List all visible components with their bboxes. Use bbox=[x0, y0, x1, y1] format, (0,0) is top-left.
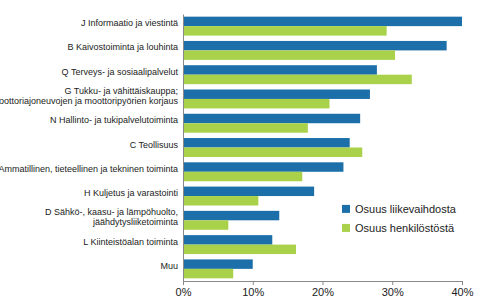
y-tick-label: C Teollisuus bbox=[130, 140, 179, 150]
x-tick-label: 40% bbox=[451, 286, 473, 298]
y-tick-label: J Informaatio ja viestintä bbox=[81, 18, 178, 28]
y-tick-label: N Hallinto- ja tukipalvelutoiminta bbox=[50, 115, 178, 125]
y-tick-label: D Sähkö-, kaasu- ja lämpöhuolto,jäähdyty… bbox=[45, 207, 178, 227]
bar bbox=[183, 259, 253, 268]
plot: 0% 10% 20% 30% 40% J Informaatio ja viestintä… bbox=[0, 15, 474, 298]
x-tick-label: 30% bbox=[382, 286, 404, 298]
bar bbox=[183, 50, 395, 59]
bar bbox=[183, 99, 329, 108]
y-tick: D Sähkö-, kaasu- ja lämpöhuolto,jäähdyty… bbox=[45, 207, 183, 227]
y-tick: M Ammatillinen, tieteellinen ja tekninen… bbox=[0, 164, 183, 174]
bar bbox=[183, 41, 447, 50]
y-axis-line bbox=[183, 15, 184, 282]
legend-label: Osuus henkilöstöstä bbox=[355, 222, 455, 234]
x-tick-mark bbox=[183, 281, 184, 285]
x-tick-mark bbox=[462, 281, 463, 285]
x-tick-label: 10% bbox=[242, 286, 264, 298]
y-tick: H Kuljetus ja varastointi bbox=[84, 188, 183, 198]
legend-swatch bbox=[342, 205, 350, 213]
bar bbox=[183, 26, 387, 35]
x-tick-mark bbox=[253, 281, 254, 285]
x-tick-mark bbox=[392, 281, 393, 285]
y-tick-label: B Kaivostoiminta ja louhinta bbox=[67, 42, 178, 52]
x-tick-label: 0% bbox=[176, 286, 192, 298]
y-tick-label: L Kiinteistöalan toiminta bbox=[83, 237, 178, 247]
bar bbox=[183, 123, 308, 132]
y-tick: N Hallinto- ja tukipalvelutoiminta bbox=[50, 115, 183, 125]
bar bbox=[183, 211, 279, 220]
bar bbox=[183, 245, 296, 254]
bar bbox=[183, 172, 302, 181]
legend-item: Osuus henkilöstöstä bbox=[342, 222, 455, 234]
bar bbox=[183, 114, 360, 123]
y-tick-label: M Ammatillinen, tieteellinen ja tekninen… bbox=[0, 164, 178, 174]
y-axis: J Informaatio ja viestintä B Kaivostoimin… bbox=[0, 15, 184, 282]
y-tick: G Tukku- ja vähittäiskauppa;moottoriajon… bbox=[0, 86, 183, 106]
bars bbox=[183, 17, 462, 279]
legend-item: Osuus liikevaihdosta bbox=[342, 203, 457, 215]
chart: 0% 10% 20% 30% 40% J Informaatio ja viestintä… bbox=[0, 0, 492, 303]
x-axis-line bbox=[184, 282, 463, 286]
y-tick: B Kaivostoiminta ja louhinta bbox=[67, 42, 183, 52]
bar bbox=[183, 162, 343, 171]
x-tick: 30% bbox=[382, 281, 404, 298]
y-tick: Muu bbox=[160, 261, 183, 271]
bar bbox=[183, 89, 370, 98]
bar bbox=[183, 220, 228, 229]
bar bbox=[183, 75, 412, 84]
bar bbox=[183, 196, 258, 205]
y-tick-label: Muu bbox=[160, 261, 178, 271]
y-tick-label: H Kuljetus ja varastointi bbox=[84, 188, 178, 198]
bar bbox=[183, 187, 314, 196]
legend: Osuus liikevaihdosta Osuus henkilöstöstä bbox=[342, 203, 457, 234]
bar bbox=[183, 148, 362, 157]
y-tick: L Kiinteistöalan toiminta bbox=[83, 237, 183, 247]
x-tick-label: 20% bbox=[312, 286, 334, 298]
x-axis: 0% 10% 20% 30% 40% bbox=[176, 281, 474, 298]
bar bbox=[183, 269, 233, 278]
y-tick-label: Q Terveys- ja sosiaalipalvelut bbox=[62, 67, 179, 77]
legend-label: Osuus liikevaihdosta bbox=[355, 203, 457, 215]
legend-swatch bbox=[342, 224, 350, 232]
x-tick: 40% bbox=[451, 281, 473, 298]
bar bbox=[183, 235, 272, 244]
x-tick-mark bbox=[323, 281, 324, 285]
bar bbox=[183, 17, 462, 26]
x-tick: 0% bbox=[176, 281, 192, 298]
x-tick: 20% bbox=[312, 281, 334, 298]
bar bbox=[183, 138, 350, 147]
y-tick: J Informaatio ja viestintä bbox=[81, 18, 183, 28]
y-tick: C Teollisuus bbox=[130, 140, 183, 150]
bar bbox=[183, 65, 377, 74]
y-tick: Q Terveys- ja sosiaalipalvelut bbox=[62, 67, 183, 77]
x-tick: 10% bbox=[242, 281, 264, 298]
y-tick-label: G Tukku- ja vähittäiskauppa;moottoriajon… bbox=[0, 86, 178, 106]
